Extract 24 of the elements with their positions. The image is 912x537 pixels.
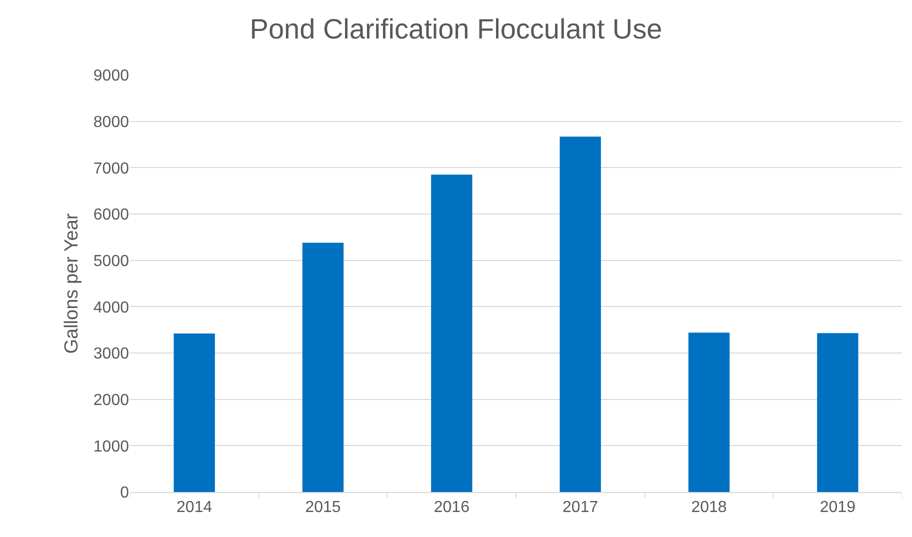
x-tick-label: 2015 — [305, 499, 341, 516]
y-tick-label: 6000 — [93, 206, 130, 224]
y-tick-label: 0 — [120, 484, 130, 502]
x-tick-label: 2014 — [176, 499, 212, 516]
bar — [560, 136, 601, 492]
bar — [302, 242, 344, 492]
y-tick-label: 7000 — [93, 160, 130, 178]
y-tick-label: 9000 — [93, 68, 130, 85]
chart-title: Pond Clarification Flocculant Use — [250, 13, 662, 44]
bar — [431, 174, 472, 492]
y-tick-label: 4000 — [93, 299, 130, 316]
x-tick-label: 2016 — [434, 499, 470, 516]
y-tick-label: 1000 — [93, 438, 130, 456]
x-tick-label: 2018 — [691, 499, 727, 516]
y-tick-label: 3000 — [93, 346, 130, 363]
y-axis-title: Gallons per Year — [61, 212, 82, 354]
x-tick-label: 2017 — [562, 499, 598, 516]
bar — [817, 333, 858, 492]
bar — [688, 332, 730, 492]
bar — [174, 334, 215, 492]
y-tick-label: 2000 — [93, 392, 130, 409]
y-tick-label: 5000 — [93, 252, 130, 270]
x-tick-label: 2019 — [820, 499, 856, 516]
y-tick-label: 8000 — [93, 114, 130, 131]
